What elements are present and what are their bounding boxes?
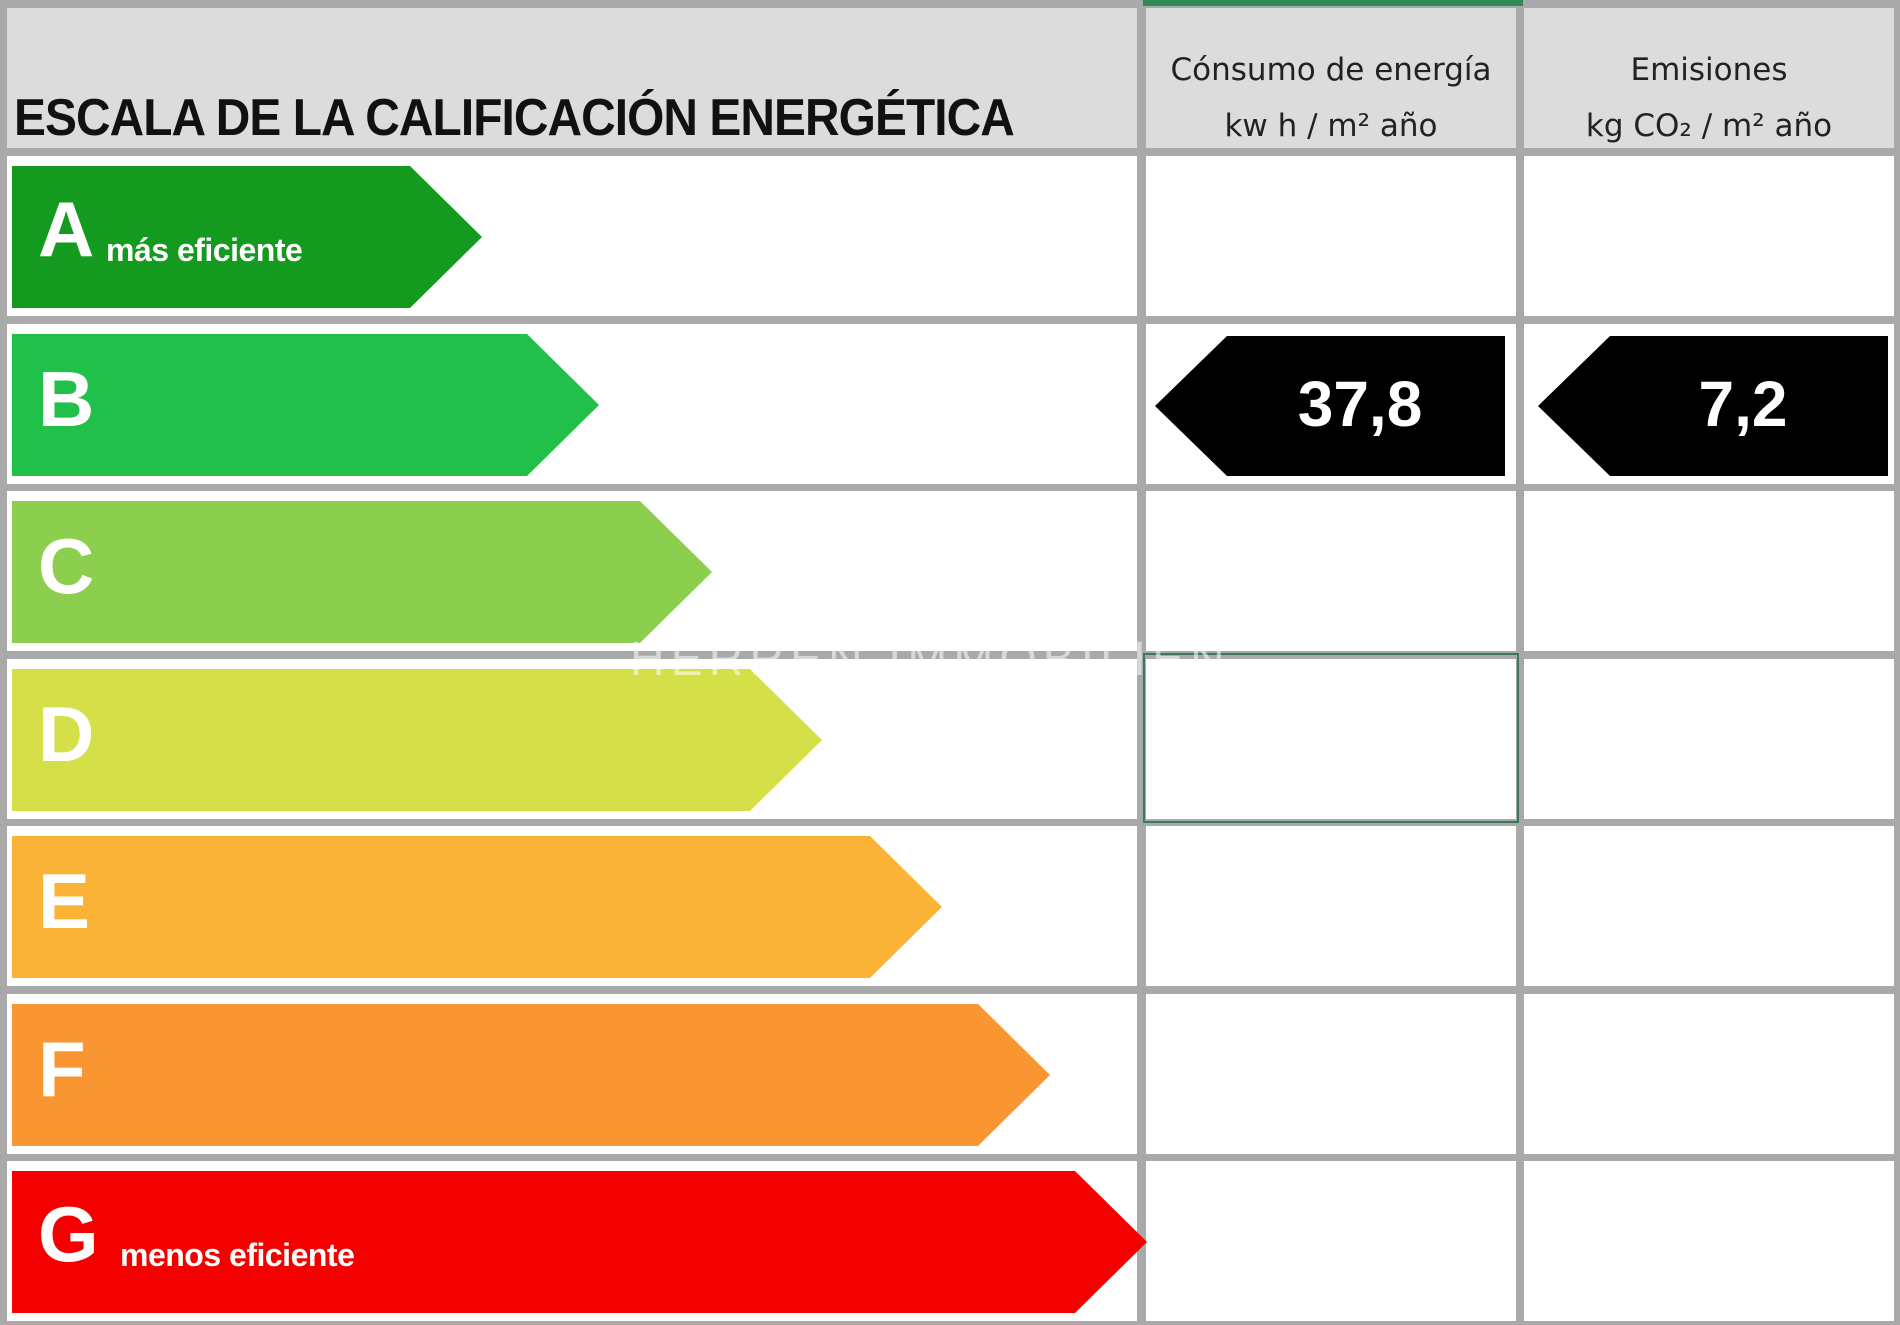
consumo-cell-c [1146, 491, 1516, 651]
rating-arrow-e [12, 836, 942, 978]
header-emisiones-cell [1524, 8, 1894, 148]
rating-bar-d [12, 669, 822, 811]
consumo-value-text: 37,8 [1297, 368, 1423, 440]
emisiones-column-header: Emisiones kg CO₂ / m² año [1524, 42, 1894, 154]
page-title: ESCALA DE LA CALIFICACIÓN ENERGÉTICA [14, 89, 1015, 147]
emisiones-cell-d [1524, 659, 1894, 819]
rating-arrow-b [12, 334, 599, 476]
consumo-column-header: Cónsumo de energía kw h / m² año [1146, 42, 1516, 154]
rating-arrow-g [12, 1171, 1147, 1313]
consumo-cell-f [1146, 994, 1516, 1154]
consumo-cell-e [1146, 826, 1516, 986]
consumo-cell-g [1146, 1161, 1516, 1321]
emisiones-value-text: 7,2 [1698, 368, 1788, 440]
selected-cell-outline [1143, 653, 1519, 823]
rating-bar-e [12, 836, 942, 978]
emisiones-cell-f [1524, 994, 1894, 1154]
consumo-cell-d [1146, 659, 1516, 819]
rating-bar-b [12, 334, 599, 476]
consumo-value-badge [1155, 336, 1505, 481]
emisiones-cell-e [1524, 826, 1894, 986]
watermark: HERREN IMMOBILIEN [630, 633, 1231, 686]
consumo-header-label: Cónsumo de energía [1170, 52, 1492, 88]
rating-bar-a [12, 166, 482, 308]
consumo-cell-a [1146, 156, 1516, 316]
rating-arrow-d [12, 669, 822, 811]
rating-bar-g [12, 1171, 1147, 1313]
header-consumo-cell [1146, 8, 1516, 148]
rating-letter-g: G [38, 1190, 99, 1278]
rating-bar-c [12, 501, 712, 643]
column-selection-indicator [1143, 0, 1523, 6]
emisiones-cell-c [1524, 491, 1894, 651]
header-title-cell [7, 8, 1137, 148]
emisiones-cell-g [1524, 1161, 1894, 1321]
rating-letter-d: D [38, 690, 95, 778]
rating-bar-f [12, 1004, 1050, 1146]
emisiones-cell-a [1524, 156, 1894, 316]
rating-sublabel-g: menos eficiente [120, 1237, 355, 1273]
emisiones-header-unit: kg CO₂ / m² año [1585, 108, 1833, 144]
rating-letter-f: F [38, 1025, 86, 1113]
rating-arrow-a [12, 166, 482, 308]
rating-arrow-f [12, 1004, 1050, 1146]
rating-sublabel-a: más eficiente [106, 232, 303, 268]
rating-letter-a: A [38, 185, 95, 273]
rating-letter-b: B [38, 355, 95, 443]
rating-arrow-c [12, 501, 712, 643]
emisiones-value-arrow [1538, 336, 1888, 476]
emisiones-value-badge [1538, 336, 1888, 481]
rating-letter-c: C [38, 522, 95, 610]
consumo-value-arrow [1155, 336, 1505, 476]
consumo-header-unit: kw h / m² año [1224, 108, 1438, 144]
rating-letter-e: E [38, 857, 91, 945]
emisiones-header-label: Emisiones [1630, 52, 1788, 88]
